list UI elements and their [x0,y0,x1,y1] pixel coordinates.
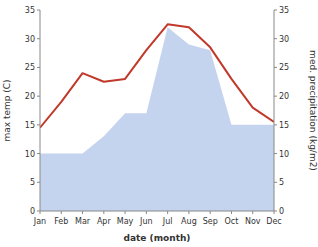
y-tick [37,67,40,68]
y-tick-label: 10 [25,150,35,159]
precipitation-area [40,27,274,211]
y-tick-label: 35 [25,6,35,15]
x-tick-label: Sep [203,217,218,226]
y2-tick [274,96,277,97]
x-tick-label: Feb [54,217,68,226]
y-tick [37,153,40,154]
y2-tick-label: 30 [279,35,289,44]
y2-tick [274,182,277,183]
y2-axis-line [274,10,275,211]
x-tick [125,211,126,214]
y-tick [37,38,40,39]
y-tick-label: 25 [25,63,35,72]
x-tick [188,211,189,214]
y2-axis-label: med. precipitation (kg/m2) [308,50,318,171]
y2-tick-label: 35 [279,6,289,15]
x-tick-label: Jan [33,217,46,226]
x-tick-label: Apr [97,217,112,226]
y-tick-label: 30 [25,35,35,44]
chart: JanFebMarAprMayJunJulAugSepOctNovDec0510… [0,0,318,247]
y2-tick-label: 15 [279,121,289,130]
y-tick-label: 20 [25,92,35,101]
x-tick [210,211,211,214]
x-axis-line [40,211,274,212]
x-tick-label: Oct [225,217,239,226]
y2-tick-label: 10 [279,150,289,159]
y-tick-label: 5 [30,178,35,187]
x-tick-label: Aug [181,217,197,226]
x-tick [61,211,62,214]
y-tick-label: 0 [30,207,35,216]
y-axis-line [40,10,41,211]
x-tick-label: Nov [245,217,261,226]
x-tick-label: Jul [162,217,173,226]
x-tick [146,211,147,214]
x-tick [252,211,253,214]
temperature-line [40,24,274,127]
y2-tick [274,10,277,11]
y2-tick [274,38,277,39]
x-tick [231,211,232,214]
y-tick [37,211,40,212]
y2-tick-label: 20 [279,92,289,101]
y-tick [37,124,40,125]
y-tick-label: 15 [25,121,35,130]
y2-tick [274,211,277,212]
x-tick [82,211,83,214]
y2-tick [274,67,277,68]
x-tick-label: May [117,217,134,226]
x-tick-label: Dec [266,217,281,226]
x-axis-label: date (month) [124,233,191,243]
y2-tick-label: 0 [279,207,284,216]
y2-tick [274,124,277,125]
y2-tick [274,153,277,154]
chart-container: JanFebMarAprMayJunJulAugSepOctNovDec0510… [0,0,318,247]
plot-area [40,24,274,211]
x-tick [103,211,104,214]
y-tick [37,96,40,97]
x-tick-label: Jun [139,217,153,226]
x-tick [167,211,168,214]
y-tick [37,182,40,183]
x-tick-label: Mar [75,217,91,226]
y2-tick-label: 25 [279,63,289,72]
y-tick [37,10,40,11]
y-axis-label: max temp (C) [2,79,12,141]
y2-tick-label: 5 [279,178,284,187]
